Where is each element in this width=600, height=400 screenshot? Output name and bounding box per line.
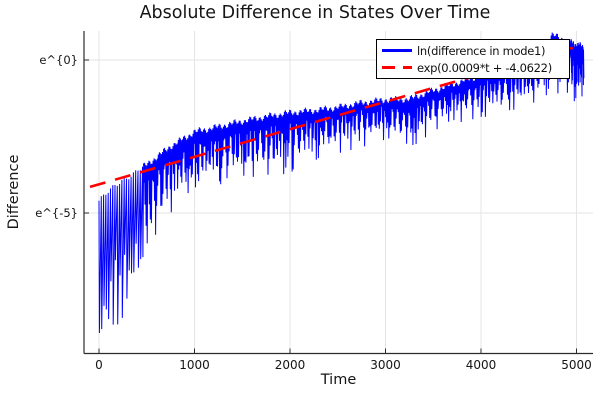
x-tick-label: 0 [95,358,103,372]
x-tick-label: 3000 [370,358,401,372]
legend: ln(difference in mode1) exp(0.0009*t + -… [376,39,570,79]
legend-entry-fit: exp(0.0009*t + -4.0622) [382,60,564,76]
legend-label-fit: exp(0.0009*t + -4.0622) [417,60,552,75]
legend-entry-data: ln(difference in mode1) [382,43,564,59]
legend-swatch-blue-line [382,49,412,52]
y-tick-label: e^{-5} [35,206,78,220]
chart-title: Absolute Difference in States Over Time [139,3,491,23]
y-tick-label: e^{0} [39,53,78,67]
x-tick-label: 2000 [275,358,306,372]
x-axis-label: Time [320,372,357,388]
legend-swatch-red-dash [382,65,412,70]
x-tick-label: 4000 [466,358,497,372]
legend-label-data: ln(difference in mode1) [417,43,546,58]
x-tick-label: 1000 [179,358,210,372]
x-tick-label: 5000 [561,358,592,372]
